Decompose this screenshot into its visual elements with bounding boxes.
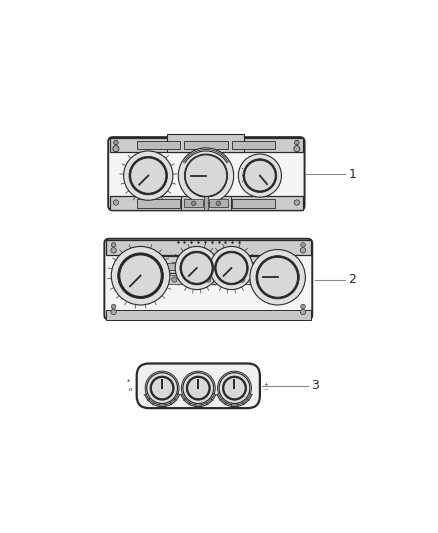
Circle shape: [301, 304, 305, 309]
Circle shape: [215, 251, 248, 285]
Bar: [106, 310, 311, 320]
Circle shape: [111, 248, 117, 253]
Circle shape: [113, 146, 119, 152]
Circle shape: [181, 253, 212, 284]
Circle shape: [180, 251, 214, 285]
Circle shape: [184, 154, 228, 197]
Text: ~: ~: [263, 387, 268, 392]
FancyBboxPatch shape: [104, 239, 312, 320]
FancyBboxPatch shape: [137, 364, 260, 408]
Bar: [232, 141, 276, 149]
Bar: [167, 134, 244, 152]
Circle shape: [294, 140, 299, 145]
Bar: [110, 196, 303, 210]
Text: *: *: [127, 379, 131, 385]
Circle shape: [186, 376, 210, 400]
Text: o: o: [129, 387, 132, 392]
Circle shape: [219, 373, 250, 403]
Circle shape: [183, 373, 214, 403]
Circle shape: [240, 277, 245, 282]
Circle shape: [124, 151, 173, 200]
Circle shape: [256, 256, 299, 299]
FancyBboxPatch shape: [108, 137, 304, 210]
Circle shape: [111, 243, 116, 247]
Circle shape: [238, 154, 282, 197]
Circle shape: [205, 263, 212, 270]
Circle shape: [111, 304, 116, 309]
Circle shape: [205, 277, 211, 282]
Circle shape: [147, 373, 177, 403]
Circle shape: [244, 160, 276, 191]
Bar: [194, 275, 222, 284]
Circle shape: [258, 257, 298, 297]
Bar: [232, 199, 276, 208]
Circle shape: [210, 246, 253, 289]
Circle shape: [294, 200, 300, 205]
Text: 1: 1: [349, 167, 357, 181]
Circle shape: [175, 246, 218, 289]
Bar: [184, 199, 203, 207]
Circle shape: [120, 255, 161, 296]
Circle shape: [300, 248, 306, 253]
Circle shape: [224, 377, 245, 399]
Text: ·: ·: [241, 177, 244, 187]
Text: ·: ·: [241, 165, 244, 174]
Circle shape: [300, 309, 306, 314]
Circle shape: [113, 200, 119, 205]
Bar: [137, 141, 180, 149]
Circle shape: [191, 201, 196, 206]
Text: +: +: [263, 382, 268, 387]
Circle shape: [223, 376, 247, 400]
Circle shape: [178, 148, 234, 203]
Bar: [161, 275, 188, 284]
Circle shape: [216, 201, 221, 206]
Circle shape: [185, 155, 227, 196]
Bar: [205, 196, 208, 210]
Circle shape: [111, 246, 170, 305]
Text: 2: 2: [349, 273, 357, 286]
Circle shape: [294, 146, 300, 152]
Circle shape: [131, 158, 166, 193]
Bar: [137, 199, 180, 208]
Circle shape: [187, 377, 209, 399]
Circle shape: [151, 377, 173, 399]
Bar: [209, 199, 228, 207]
Bar: [181, 196, 231, 210]
Text: ·: ·: [241, 171, 244, 181]
Circle shape: [150, 376, 174, 400]
Circle shape: [172, 277, 177, 282]
Text: 3: 3: [311, 379, 319, 392]
Bar: [106, 239, 311, 255]
Circle shape: [216, 253, 247, 284]
Bar: [228, 275, 256, 284]
Circle shape: [129, 156, 167, 195]
Bar: [158, 256, 258, 273]
Bar: [162, 263, 254, 270]
Circle shape: [243, 159, 277, 192]
Bar: [184, 141, 228, 149]
Circle shape: [111, 309, 117, 314]
Circle shape: [250, 249, 305, 305]
Circle shape: [301, 243, 305, 247]
Circle shape: [118, 253, 163, 298]
Bar: [110, 138, 303, 152]
Circle shape: [113, 140, 118, 145]
